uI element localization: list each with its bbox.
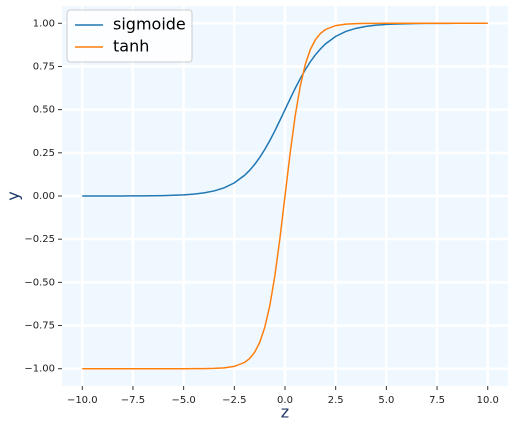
x-tick-label: 10.0 [477, 395, 499, 406]
x-tick-label: −10.0 [67, 395, 98, 406]
x-tick-label: 2.5 [328, 395, 344, 406]
y-tick-label: 0.75 [33, 61, 55, 72]
y-tick-label: 0.00 [33, 191, 55, 202]
y-tick-label: −0.25 [24, 234, 55, 245]
x-tick-label: 7.5 [429, 395, 445, 406]
y-tick-label: 0.25 [33, 148, 55, 159]
legend-label: sigmoide [113, 15, 186, 34]
legend-box [66, 9, 193, 63]
y-tick-label: −0.75 [24, 321, 55, 332]
y-tick-label: −1.00 [24, 364, 55, 375]
y-tick-label: −0.50 [24, 277, 55, 288]
y-tick-label: 0.50 [33, 105, 55, 116]
x-tick-label: −5.0 [171, 395, 195, 406]
legend-label: tanh [113, 37, 149, 56]
y-tick-label: 1.00 [33, 18, 55, 29]
x-axis-label: z [281, 403, 289, 422]
y-axis-label: y [4, 191, 23, 200]
x-tick-label: 0.0 [277, 395, 293, 406]
x-tick-label: 5.0 [378, 395, 394, 406]
line-series [82, 22, 488, 370]
x-tick-label: −7.5 [121, 395, 145, 406]
x-tick-label: −2.5 [222, 395, 246, 406]
